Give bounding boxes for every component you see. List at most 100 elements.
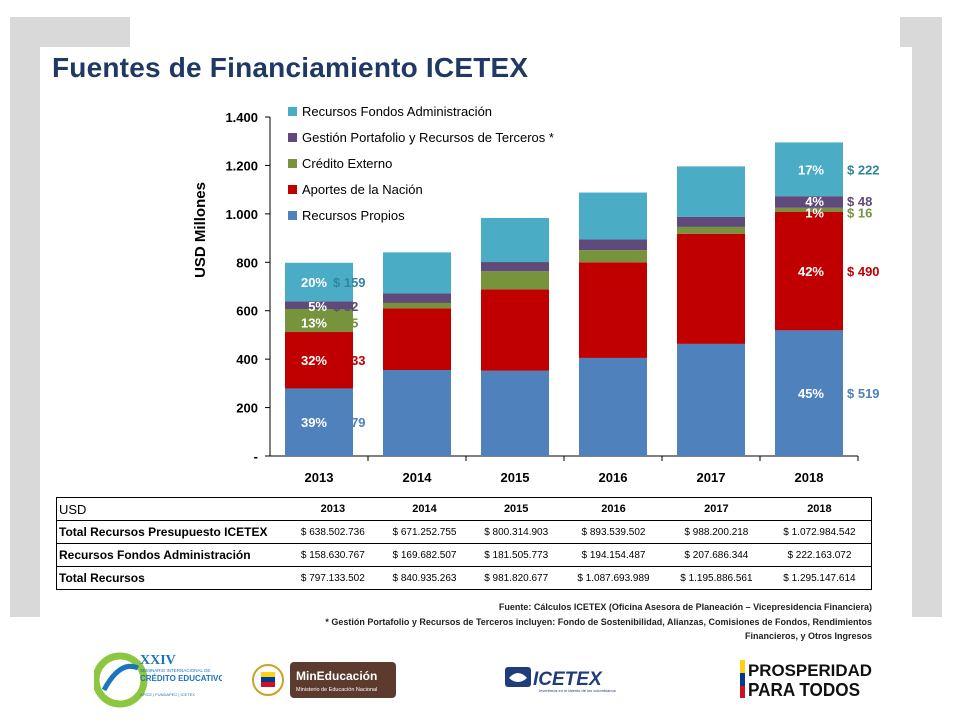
table-year-header: 2015: [470, 497, 563, 521]
flag-stripe-icon: [740, 686, 745, 698]
bar-segment: [677, 216, 745, 227]
table-unit-label: USD: [56, 497, 287, 521]
y-tick-label: 200: [236, 401, 258, 416]
data-label-value: $ 279: [333, 415, 366, 430]
table-cell: $ 638.502.736: [287, 520, 379, 544]
table-cell: $ 1.072.984.542: [767, 520, 872, 544]
table-cell: $ 797.133.502: [287, 566, 379, 590]
bar-segment: [383, 370, 451, 456]
prosperidad-line2: PARA TODOS: [748, 680, 860, 700]
data-label-pct: 32%: [301, 353, 327, 368]
shield-band-icon: [261, 677, 275, 682]
table-cell: $ 181.505.773: [470, 543, 563, 567]
data-label-value: $ 32: [333, 299, 358, 314]
data-label-value: $ 48: [847, 194, 872, 209]
bar-segment: [285, 309, 353, 333]
table-row: Recursos Fondos Administración $ 158.630…: [56, 543, 872, 567]
frame-corner-left: [10, 17, 40, 617]
flag-stripe-icon: [740, 673, 745, 686]
frame-corner-right: [912, 17, 942, 617]
data-label-pct: 5%: [308, 299, 327, 314]
bar-segment: [383, 252, 451, 294]
icetex-mark-inner-icon: [509, 673, 527, 682]
bar-segment: [677, 343, 745, 456]
x-tick-label: 2016: [599, 470, 628, 485]
table-year-header: 2016: [562, 497, 665, 521]
table-row-label: Total Recursos: [56, 566, 287, 590]
data-label-value: $ 95: [333, 316, 358, 331]
x-tick-label: 2018: [795, 470, 824, 485]
legend-swatch: [288, 133, 297, 142]
mineducacion-badge: [290, 662, 396, 698]
legend-swatch: [288, 211, 297, 220]
seminario-number: XXIV: [140, 653, 176, 668]
x-tick-label: 2013: [305, 470, 334, 485]
y-tick-label: -: [254, 449, 258, 464]
data-label-pct: 42%: [798, 264, 824, 279]
x-tick-label: 2015: [501, 470, 530, 485]
legend-label: Recursos Propios: [302, 208, 405, 223]
data-label-value: $ 222: [847, 162, 880, 177]
prosperidad-line1: PROSPERIDAD: [748, 661, 872, 680]
table-row-label: Recursos Fondos Administración: [56, 543, 287, 567]
bar-segment: [775, 330, 843, 456]
table-cell: $ 1.087.693.989: [562, 566, 665, 590]
bar-segment: [579, 262, 647, 358]
legend-swatch: [288, 107, 297, 116]
bar-segment: [481, 262, 549, 272]
table-header-row: USD 2013 2014 2015 2016 2017 2018: [56, 497, 872, 521]
bar-segment: [481, 370, 549, 456]
bar-segment: [481, 217, 549, 263]
y-tick-label: 1.400: [225, 110, 258, 125]
table-row-label: Total Recursos Presupuesto ICETEX: [56, 520, 287, 544]
legend-label: Crédito Externo: [302, 156, 392, 171]
bar-segment: [677, 166, 745, 217]
seminario-line2: CRÉDITO EDUCATIVO: [140, 674, 222, 683]
bar-segment: [579, 357, 647, 456]
table-cell: $ 800.314.903: [470, 520, 563, 544]
prosperidad-logo: PROSPERIDAD PARA TODOS: [740, 660, 872, 700]
footnote-line: * Gestión Portafolio y Recursos de Terce…: [325, 617, 872, 627]
footnote-line: Financieros, y Otros Ingresos: [744, 631, 872, 641]
table-cell: $ 988.200.218: [664, 520, 768, 544]
table-year-header: 2014: [378, 497, 471, 521]
table-row: Total Recursos $ 797.133.502 $ 840.935.2…: [56, 566, 872, 590]
bar-segment: [677, 226, 745, 234]
table-year-header: 2013: [287, 497, 379, 521]
bar-segment: [285, 262, 353, 302]
y-tick-label: 1.200: [225, 158, 258, 173]
legend-label: Gestión Portafolio y Recursos de Tercero…: [302, 130, 554, 145]
data-label-pct: 4%: [805, 194, 824, 209]
source-note: Fuente: Cálculos ICETEX (Oficina Asesora…: [498, 602, 872, 612]
icetex-name: ICETEX: [533, 669, 603, 690]
bar-segment: [775, 196, 843, 208]
seminario-logo: XXIV SEMINARIO INTERNACIONAL DE CRÉDITO …: [94, 652, 222, 708]
shield-band-icon: [261, 672, 275, 677]
bar-segment: [775, 207, 843, 212]
table-cell: $ 671.252.755: [378, 520, 471, 544]
y-tick-label: 1.000: [225, 207, 258, 222]
page-title: Fuentes de Financiamiento ICETEX: [52, 52, 529, 83]
data-label-pct: 1%: [805, 206, 824, 221]
table-cell: $ 1.295.147.614: [767, 566, 872, 590]
data-label-value: $ 233: [333, 353, 366, 368]
bar-segment: [481, 271, 549, 290]
y-tick-label: 600: [236, 304, 258, 319]
seminario-swoosh-icon: [101, 663, 140, 692]
x-tick-label: 2014: [403, 470, 433, 485]
bar-segment: [579, 239, 647, 251]
data-label-pct: 13%: [301, 316, 327, 331]
legend-swatch: [288, 185, 297, 194]
bar-segment: [285, 388, 353, 456]
bar-segment: [579, 192, 647, 240]
y-tick-label: 400: [236, 352, 258, 367]
icetex-sub: Invertimos en el talento de los colombia…: [539, 688, 616, 693]
y-axis-label: USD Millones: [192, 182, 209, 278]
table-cell: $ 893.539.502: [562, 520, 665, 544]
table-cell: $ 207.686.344: [664, 543, 768, 567]
table-cell: $ 840.935.263: [378, 566, 471, 590]
bar-segment: [775, 142, 843, 197]
table-cell: $ 194.154.487: [562, 543, 665, 567]
legend-label: Aportes de la Nación: [302, 182, 423, 197]
table-year-header: 2018: [767, 497, 872, 521]
